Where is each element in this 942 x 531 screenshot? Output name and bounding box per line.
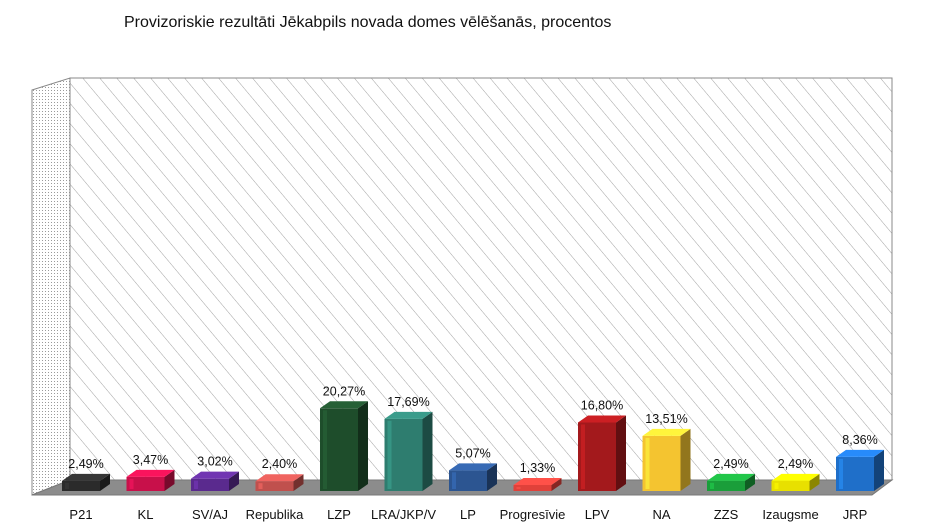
bar-front [126, 476, 165, 491]
value-label: 2,49% [778, 457, 813, 471]
bar-highlight [258, 483, 263, 489]
bar-highlight [452, 472, 456, 489]
x-tick-label: KL [138, 507, 154, 522]
x-tick-label: LP [460, 507, 476, 522]
x-tick-label: ZZS [714, 507, 739, 522]
bar [513, 478, 562, 491]
value-label: 3,02% [197, 455, 232, 469]
bar-highlight [710, 482, 714, 489]
value-label: 3,47% [133, 453, 168, 467]
bar-side [809, 473, 820, 491]
bar-highlight [65, 482, 69, 489]
value-label: 8,36% [842, 433, 877, 447]
bar [126, 469, 175, 491]
bar-side [874, 449, 884, 491]
value-label: 13,51% [645, 412, 687, 426]
bar-front [191, 478, 229, 491]
x-tick-label: SV/AJ [192, 507, 228, 522]
bar-top [62, 473, 110, 481]
back-wall [69, 77, 893, 481]
bar-highlight [129, 478, 134, 489]
bar [320, 401, 368, 491]
bar-side [229, 471, 239, 491]
bar-top [449, 463, 497, 471]
bar-side [680, 428, 691, 491]
x-tick-label: LRA/JKP/V [371, 507, 436, 522]
x-tick-label: JRP [843, 507, 868, 522]
bar-top [771, 473, 820, 481]
value-label: 17,69% [387, 395, 429, 409]
bar [578, 415, 626, 491]
value-label: 2,49% [68, 457, 103, 471]
bar-side [422, 411, 433, 491]
bar [62, 473, 110, 491]
bars-group [62, 401, 884, 491]
bar-side [487, 463, 497, 491]
bar-highlight [645, 437, 650, 489]
bar-top [384, 411, 433, 419]
x-tick-label: P21 [69, 507, 92, 522]
bar-front [62, 480, 100, 491]
bar-front [513, 485, 552, 491]
x-tick-label: Progresīvie [500, 507, 566, 522]
bar-highlight [516, 487, 521, 489]
value-label: 2,40% [262, 457, 297, 471]
value-label: 1,33% [520, 461, 555, 475]
bar-top [836, 449, 884, 457]
bar-side [100, 473, 110, 491]
bar-top [126, 469, 175, 477]
x-tick-labels-group: P21 KL SV/AJ Republika LZP LRA/JKP/V LP Progres… [69, 507, 867, 522]
value-label: 2,49% [713, 457, 748, 471]
x-tick-label: LZP [327, 507, 351, 522]
value-labels-group: 2,49% 3,47% 3,02% 2,40% 20,27% 17,69% 5,07% 1,3… [68, 384, 877, 475]
bar-side [551, 478, 562, 491]
bar [384, 411, 433, 491]
bar-top [707, 473, 755, 481]
bar-top [320, 401, 368, 409]
bar-front [707, 480, 745, 491]
x-tick-label: LPV [585, 507, 610, 522]
bar-side [293, 474, 304, 491]
bar-top [578, 415, 626, 423]
bar-side [745, 473, 755, 491]
bar-front [255, 481, 294, 491]
x-tick-label: Republika [246, 507, 305, 522]
bar [191, 471, 239, 491]
bar-front [449, 470, 487, 491]
bar-highlight [581, 424, 585, 489]
bar [642, 428, 691, 491]
bar-front [771, 480, 810, 491]
bar-highlight [387, 420, 392, 489]
bar-side [164, 469, 175, 491]
bar-top [642, 428, 691, 436]
bar [449, 463, 497, 491]
bar [255, 474, 304, 491]
bar-side [358, 401, 368, 491]
bar-top [513, 478, 562, 485]
bar [836, 449, 884, 491]
bar [707, 473, 755, 491]
bar [771, 473, 820, 491]
value-label: 5,07% [455, 446, 490, 460]
bar-side [616, 415, 626, 491]
bar-top [255, 474, 304, 482]
bar-highlight [774, 482, 779, 489]
value-label: 16,80% [581, 398, 623, 412]
bar-highlight [323, 410, 327, 489]
bar-top [191, 471, 239, 479]
x-tick-label: NA [652, 507, 670, 522]
bar-highlight [839, 458, 843, 489]
value-label: 20,27% [323, 384, 365, 398]
x-tick-label: Izaugsme [762, 507, 818, 522]
bar-highlight [194, 480, 198, 489]
chart-title: Provizoriskie rezultāti Jēkabpils novada… [124, 14, 611, 31]
side-wall [31, 77, 71, 496]
